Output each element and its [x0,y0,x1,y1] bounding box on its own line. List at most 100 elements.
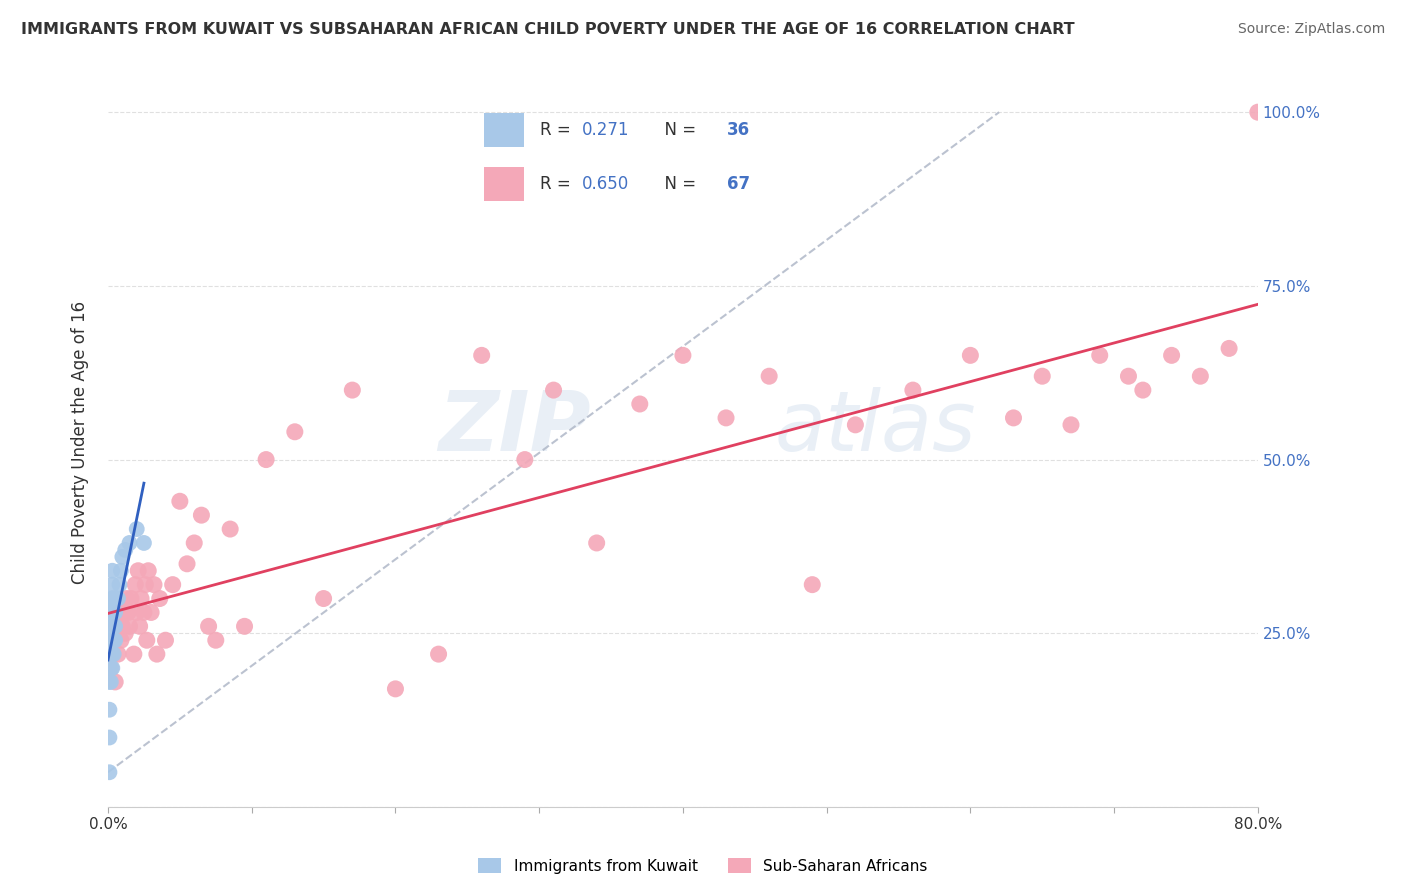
Point [513,452,536,467]
Point [801,577,824,591]
Point [427,647,450,661]
Point [103,591,125,606]
Legend: Immigrants from Kuwait, Sub-Saharan Africans: Immigrants from Kuwait, Sub-Saharan Afri… [472,852,934,880]
Point [155,633,177,648]
Point [219,522,242,536]
Point [104,606,127,620]
Point [120,591,142,606]
Text: atlas: atlas [775,387,977,468]
Point [101,661,124,675]
Point [98,674,121,689]
Point [139,606,162,620]
Point [111,549,134,564]
Point [100,661,122,675]
Point [125,522,148,536]
Point [100,606,122,620]
Point [103,633,125,648]
Point [104,619,127,633]
Point [103,647,125,661]
Text: IMMIGRANTS FROM KUWAIT VS SUBSAHARAN AFRICAN CHILD POVERTY UNDER THE AGE OF 16 C: IMMIGRANTS FROM KUWAIT VS SUBSAHARAN AFR… [21,22,1074,37]
Point [105,619,128,633]
Point [98,703,121,717]
Point [111,619,134,633]
Point [672,348,695,362]
Point [128,619,150,633]
Point [233,619,256,633]
Point [127,564,149,578]
Point [101,591,124,606]
Y-axis label: Child Poverty Under the Age of 16: Child Poverty Under the Age of 16 [72,301,89,583]
Point [100,633,122,648]
Point [118,619,141,633]
Point [117,606,139,620]
Point [959,348,981,362]
Point [132,536,155,550]
Point [103,606,125,620]
Text: ZIP: ZIP [439,387,591,468]
Point [135,633,157,648]
Point [101,647,124,661]
Point [107,591,129,606]
Point [312,591,335,606]
Point [1002,410,1025,425]
Point [254,452,277,467]
Point [901,383,924,397]
Point [190,508,212,523]
Point [585,536,607,550]
Point [146,647,169,661]
Point [1160,348,1182,362]
Point [197,619,219,633]
Point [107,647,129,661]
Point [100,619,122,633]
Point [98,731,121,745]
Point [169,494,191,508]
Point [101,633,124,648]
Point [101,577,124,591]
Point [100,661,122,675]
Point [115,591,138,606]
Point [136,564,159,578]
Point [1189,369,1212,384]
Point [100,647,122,661]
Point [114,626,136,640]
Point [1247,105,1270,120]
Point [844,417,866,432]
Point [149,591,172,606]
Point [101,564,124,578]
Point [1218,342,1240,356]
Point [105,591,128,606]
Point [101,619,124,633]
Point [1132,383,1154,397]
Point [114,542,136,557]
Point [122,647,145,661]
Point [134,577,156,591]
Point [471,348,494,362]
Point [758,369,780,384]
Point [714,410,737,425]
Point [112,606,135,620]
Point [1031,369,1053,384]
Point [284,425,307,439]
Point [176,557,198,571]
Point [98,765,121,780]
Point [110,564,132,578]
Point [129,591,152,606]
Point [1060,417,1083,432]
Point [628,397,651,411]
Point [103,619,125,633]
Point [108,577,131,591]
Text: Source: ZipAtlas.com: Source: ZipAtlas.com [1237,22,1385,37]
Point [384,681,406,696]
Point [104,633,127,648]
Point [100,674,122,689]
Point [110,633,132,648]
Point [143,577,166,591]
Point [125,606,148,620]
Point [101,647,124,661]
Point [183,536,205,550]
Point [104,674,127,689]
Point [108,606,131,620]
Point [204,633,226,648]
Point [162,577,184,591]
Point [100,591,122,606]
